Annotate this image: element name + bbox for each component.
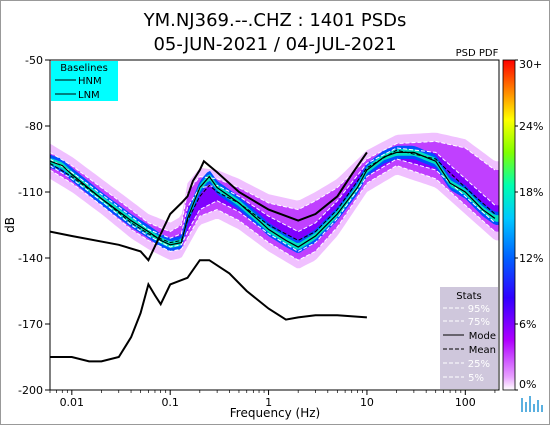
plot-border xyxy=(49,59,500,391)
colorbar-tick-label: 18% xyxy=(519,186,543,199)
x-tick-label: 100 xyxy=(455,396,476,409)
p75-line xyxy=(50,147,496,239)
colorbar-title: PSD PDF xyxy=(456,48,499,59)
baselines-legend-title: Baselines xyxy=(60,63,108,74)
wave-logo-icon xyxy=(521,396,543,412)
x-axis-label: Frequency (Hz) xyxy=(230,406,321,420)
p75-legend-label: 75% xyxy=(468,317,490,328)
hnm-line xyxy=(50,151,368,262)
y-tick-label: -110 xyxy=(18,186,43,199)
y-tick-label: -80 xyxy=(25,120,43,133)
x-tick-label: 10 xyxy=(360,396,374,409)
colorbar-ticks: 30+ 24% 18% 12% 6% 0% xyxy=(515,58,543,391)
x-tick-label: 0.01 xyxy=(60,396,85,409)
mean-line xyxy=(50,149,496,244)
lnm-legend-label: LNM xyxy=(78,90,100,101)
axes: 0.01 0.1 1 10 100 -50 -80 -110 -140 -170 -200 xyxy=(18,54,496,409)
y-tick-label: -140 xyxy=(18,252,43,265)
y-axis-label: dB xyxy=(3,217,17,233)
lines-layer xyxy=(50,140,496,363)
y-tick-label: -170 xyxy=(18,318,43,331)
p5-legend-label: 5% xyxy=(468,373,484,384)
chart-title-line2: 05-JUN-2021 / 04-JUL-2021 xyxy=(153,34,396,55)
lnm-line xyxy=(50,259,367,363)
x-tick-label: 1 xyxy=(265,396,272,409)
chart-title-line1: YM.NJ369.--.CHZ : 1401 PSDs xyxy=(143,10,407,31)
colorbar-tick-label: 6% xyxy=(519,318,536,331)
colorbar-tick-label: 30+ xyxy=(519,58,542,71)
baselines-legend: Baselines HNM LNM xyxy=(51,61,118,101)
mode-legend-label: Mode xyxy=(469,331,496,342)
y-tick-label: -200 xyxy=(18,384,43,397)
colorbar-tick-label: 24% xyxy=(519,120,543,133)
colorbar-tick-label: 0% xyxy=(519,378,536,391)
hnm-legend-label: HNM xyxy=(78,76,102,87)
stats-legend: Stats 95% 75% Mode Mean 25% 5% xyxy=(440,287,498,389)
p25-legend-label: 25% xyxy=(468,359,490,370)
stats-legend-box xyxy=(440,287,498,389)
p95-legend-label: 95% xyxy=(468,304,490,315)
mode-line xyxy=(50,151,496,248)
y-tick-label: -50 xyxy=(25,54,43,67)
x-tick-label: 0.1 xyxy=(161,396,179,409)
colorbar xyxy=(502,59,516,391)
mean-legend-label: Mean xyxy=(469,345,496,356)
colorbar-tick-label: 12% xyxy=(519,252,543,265)
p5-line xyxy=(50,165,496,261)
stats-legend-title: Stats xyxy=(456,291,482,302)
p25-line xyxy=(50,158,496,252)
